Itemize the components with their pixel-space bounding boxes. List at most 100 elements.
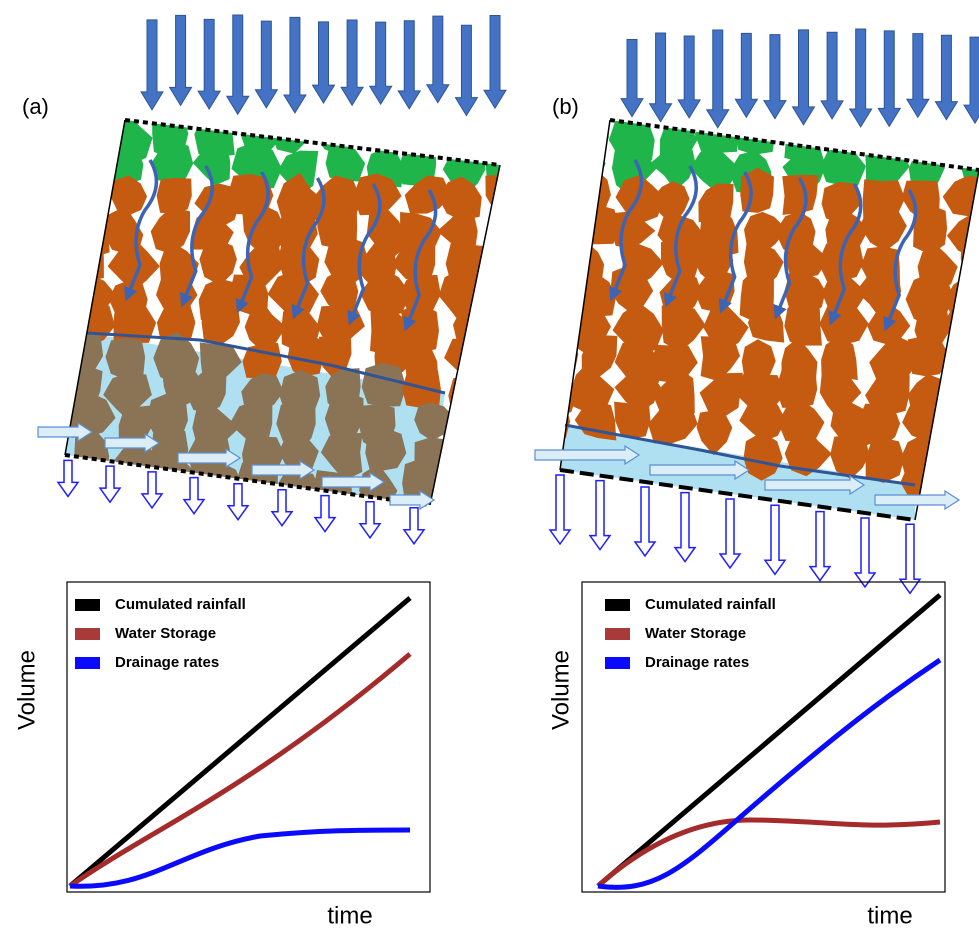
soil-grain	[63, 117, 102, 155]
soil-grain	[484, 294, 528, 347]
rain-arrow	[255, 21, 277, 108]
drainage-arrow	[100, 466, 120, 502]
soil-grain	[950, 437, 979, 481]
soil-grain	[68, 235, 104, 282]
soil-grain	[25, 298, 64, 346]
soil-grain	[533, 309, 570, 353]
soil-grain	[958, 401, 979, 445]
rain-arrow	[935, 35, 957, 119]
soil-grain	[483, 111, 526, 167]
soil-grain	[490, 116, 536, 161]
storage-curve	[598, 820, 940, 886]
soil-grain	[539, 336, 578, 375]
drainage-arrow	[184, 478, 204, 514]
rain-arrow	[484, 15, 506, 108]
soil-grain	[35, 436, 68, 482]
soil-grain	[22, 175, 64, 229]
x-axis-label: time	[867, 902, 912, 929]
rain-arrow	[141, 20, 163, 110]
rain-arrow	[764, 35, 786, 119]
soil-grain	[905, 113, 949, 160]
soil-grain	[444, 339, 488, 387]
panel-label: (b)	[552, 94, 579, 119]
legend-swatch	[605, 628, 630, 640]
rain-arrow	[850, 29, 872, 127]
y-axis-label: Volume	[547, 650, 574, 730]
soil-grain	[16, 201, 64, 250]
soil-grain	[447, 502, 490, 541]
soil-grain	[486, 279, 525, 326]
rain-arrow	[313, 22, 335, 103]
soil-grain	[489, 338, 527, 389]
rain-arrow	[821, 32, 843, 119]
soil-grain	[368, 109, 405, 154]
soil-grain	[71, 178, 109, 229]
soil-grain	[107, 493, 149, 544]
drainage-arrow	[810, 512, 830, 581]
soil-grain	[25, 332, 63, 382]
soil-grain	[449, 105, 492, 153]
soil-grain	[527, 402, 570, 444]
soil-grain	[480, 341, 528, 376]
soil-grain	[20, 148, 67, 189]
rain-arrow	[793, 30, 815, 125]
soil-grain	[961, 237, 979, 282]
soil-grain	[24, 243, 58, 290]
legend-swatch	[605, 599, 630, 611]
soil-grain	[441, 110, 478, 156]
soil-grain	[953, 331, 979, 379]
soil-grain	[487, 404, 528, 449]
soil-grain	[26, 200, 67, 249]
legend-text: Cumulated rainfall	[115, 596, 246, 613]
soil-grain	[526, 177, 567, 220]
soil-grain	[949, 343, 979, 380]
drainage-curve	[598, 660, 940, 887]
drainage-arrow	[900, 524, 920, 593]
soil-grain	[20, 271, 63, 323]
soil-grain	[68, 175, 117, 215]
soil-grain	[498, 435, 540, 479]
soil-grain	[486, 244, 537, 288]
legend-text: Water Storage	[645, 625, 746, 642]
soil-grain	[440, 403, 487, 447]
soil-grain	[529, 181, 571, 232]
soil-grain	[202, 301, 240, 345]
drainage-arrow	[315, 496, 335, 532]
legend-text: Drainage rates	[115, 654, 219, 671]
soil-grain	[487, 204, 524, 252]
legend-swatch	[75, 628, 100, 640]
storage-curve	[70, 654, 410, 886]
soil-grain	[529, 115, 575, 161]
soil-grain	[498, 201, 540, 253]
drainage-arrow	[550, 475, 570, 544]
soil-grain	[531, 330, 572, 375]
soil-grain	[26, 304, 59, 357]
soil-grain	[648, 404, 698, 444]
drainage-arrow	[590, 481, 610, 550]
soil-grain	[947, 402, 979, 448]
soil-grain	[441, 369, 487, 417]
soil-grain	[270, 108, 311, 154]
soil-grain	[784, 301, 822, 346]
soil-grain	[951, 378, 979, 415]
soil-grain	[526, 246, 563, 291]
legend-swatch	[605, 657, 630, 669]
soil-grain	[531, 145, 574, 179]
rain-arrow	[878, 31, 900, 127]
soil-grain	[533, 237, 576, 286]
soil-grain	[485, 175, 523, 220]
x-axis-label: time	[327, 902, 372, 929]
drainage-arrow	[855, 518, 875, 587]
soil-grain	[450, 431, 497, 477]
soil-grain	[700, 504, 745, 545]
soil-grain	[527, 151, 577, 195]
drainage-arrow	[58, 460, 78, 496]
legend-text: Cumulated rainfall	[645, 596, 776, 613]
soil-grain	[61, 145, 107, 184]
soil-grain	[362, 363, 406, 407]
soil-grain	[493, 462, 536, 514]
rain-arrow	[707, 30, 729, 128]
rain-arrow	[170, 15, 192, 105]
soil-grain	[486, 497, 522, 542]
soil-grain	[568, 143, 606, 189]
